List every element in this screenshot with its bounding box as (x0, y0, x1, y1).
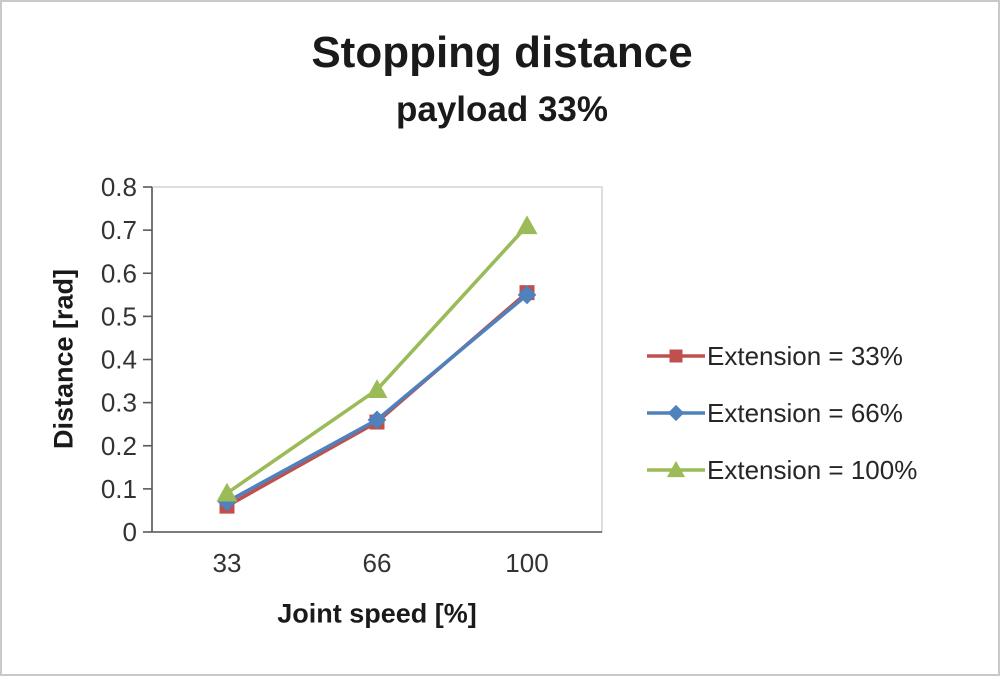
legend-label: Extension = 33% (707, 340, 903, 371)
y-tick-label: 0.4 (101, 345, 137, 375)
legend-item: Extension = 33% (647, 334, 917, 378)
marker-triangle-icon (216, 482, 238, 502)
legend-diamond-icon (647, 404, 705, 422)
marker-diamond-icon (367, 410, 387, 430)
marker-diamond-icon (517, 285, 537, 305)
marker-diamond-icon (667, 404, 685, 422)
marker-triangle-icon (366, 379, 388, 398)
y-tick-label: 0.8 (101, 172, 137, 202)
y-axis-title: Distance [rad] (48, 268, 79, 450)
series-line (225, 224, 529, 495)
y-tick-label: 0.3 (101, 388, 137, 418)
x-tick-label: 33 (213, 548, 242, 578)
y-tick-label: 0.2 (101, 431, 137, 461)
legend-label: Extension = 100% (707, 454, 918, 485)
legend-item: Extension = 66% (647, 391, 917, 435)
x-axis-title: Joint speed [%] (277, 598, 477, 629)
legend: Extension = 33% Extension = 66% Extension … (647, 334, 917, 492)
marker-square-icon (669, 349, 683, 363)
series-line (225, 293, 529, 504)
marker-triangle-icon (516, 215, 538, 235)
y-tick-label: 0.5 (101, 301, 137, 331)
chart-subtitle: payload 33% (395, 90, 609, 129)
y-tick-label: 0.6 (101, 258, 137, 288)
y-tick-label: 0 (123, 517, 137, 547)
x-tick-label: 100 (505, 548, 548, 578)
legend-triangle-icon (647, 460, 705, 478)
legend-label: Extension = 66% (707, 397, 903, 428)
series-line (225, 290, 529, 508)
x-tick-label: 66 (363, 548, 392, 578)
plot-border (151, 186, 603, 533)
series-diamond (217, 285, 537, 512)
legend-item: Extension = 100% (647, 448, 917, 492)
y-tick-label: 0.1 (101, 474, 137, 504)
legend-square-icon (647, 349, 705, 363)
series-triangle (216, 215, 538, 502)
y-tick-label: 0.7 (101, 215, 137, 245)
marker-triangle-icon (666, 460, 686, 478)
chart-title: Stopping distance (311, 28, 693, 77)
